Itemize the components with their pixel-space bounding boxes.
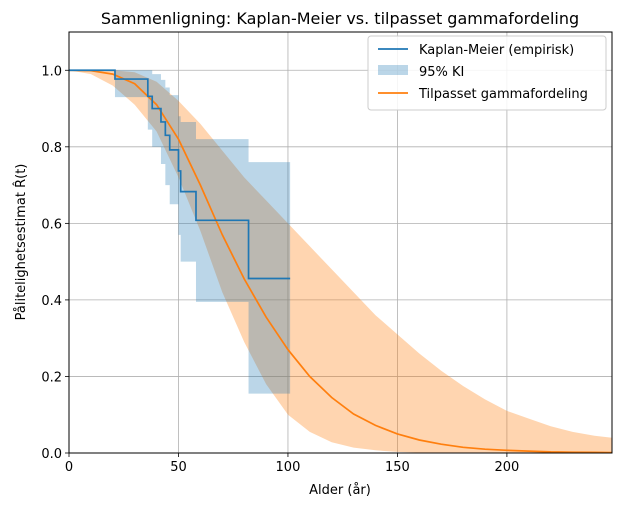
legend-box [367,35,607,111]
x-tick-label: 150 [385,460,410,475]
x-axis-label: Alder (år) [309,483,371,498]
y-axis: 0.0 0.2 0.4 0.6 0.8 1.0 [41,64,69,462]
legend-label-gamma: Tilpasset gammafordeling [418,87,588,102]
legend-label-ci: 95% KI [419,65,464,80]
km-step-line [69,69,291,280]
series-lines [68,69,613,454]
x-tick-label: 0 [65,460,73,475]
confidence-bands [69,70,612,454]
y-tick-label: 0.4 [41,294,62,309]
legend: Kaplan-Meier (empirisk) 95% KI Tilpasset… [367,35,607,111]
chart-title: Sammenligning: Kaplan-Meier vs. tilpasse… [101,9,579,28]
x-axis: 0 50 100 150 200 [65,453,519,475]
y-tick-label: 0.8 [41,141,62,156]
y-tick-label: 0.0 [41,447,62,462]
plot-frame [68,31,613,454]
x-tick-label: 200 [494,460,519,475]
gamma-ci-band [69,70,612,454]
x-tick-label: 100 [276,460,301,475]
legend-label-km: Kaplan-Meier (empirisk) [419,43,574,58]
y-axis-label: Pålitelighetsestimat R̂(t) [14,164,29,321]
y-tick-label: 0.2 [41,370,62,385]
x-tick-label: 50 [170,460,187,475]
y-tick-label: 1.0 [41,64,62,79]
km-ci-band [69,70,291,394]
legend-swatch-ci [378,65,408,75]
y-tick-label: 0.6 [41,217,62,232]
